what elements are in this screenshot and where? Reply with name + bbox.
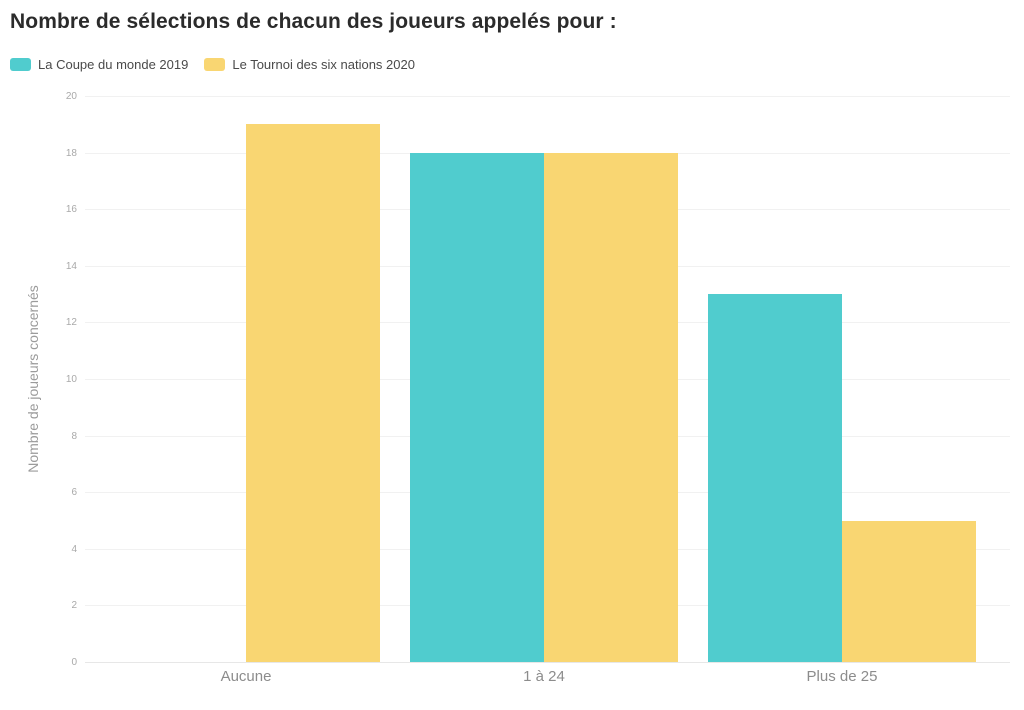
- chart-title: Nombre de sélections de chacun des joueu…: [10, 10, 617, 33]
- y-tick-label-0: 0: [71, 657, 77, 668]
- legend: La Coupe du monde 2019 Le Tournoi des si…: [10, 57, 415, 72]
- bar-series1-Plus de 25: [842, 520, 976, 662]
- legend-item-tournoi-six-nations-2020: Le Tournoi des six nations 2020: [204, 57, 415, 72]
- y-tick-label-14: 14: [65, 260, 77, 272]
- bar-series0-1 à 24: [410, 152, 544, 662]
- bar-series1-Aucune: [246, 124, 380, 662]
- y-tick-label-18: 18: [65, 147, 77, 159]
- y-tick-label-8: 8: [71, 430, 77, 442]
- y-tick-label-4: 4: [71, 543, 77, 555]
- x-axis-label-0: Aucune: [220, 668, 272, 685]
- bar-series0-Plus de 25: [708, 294, 842, 662]
- y-tick-label-12: 12: [65, 317, 77, 329]
- y-tick-label-16: 16: [65, 204, 77, 216]
- y-tick-label-6: 6: [71, 487, 77, 499]
- y-tick-label-2: 2: [71, 600, 77, 612]
- gridline-y-20: [85, 96, 1010, 97]
- y-tick-label-10: 10: [65, 374, 77, 385]
- legend-swatch-teal: [10, 58, 31, 71]
- gridline-y-0: [85, 662, 1010, 663]
- legend-swatch-yellow: [204, 58, 226, 71]
- x-axis-label-2: Plus de 25: [806, 668, 878, 685]
- x-axis-label-1: 1 à 24: [523, 668, 565, 685]
- y-axis-title: Nombre de joueurs concernés: [25, 285, 41, 473]
- legend-label: La Coupe du monde 2019: [38, 57, 189, 72]
- legend-item-coupe-du-monde-2019: La Coupe du monde 2019: [10, 57, 188, 72]
- legend-label: Le Tournoi des six nations 2020: [232, 57, 415, 72]
- bar-series1-1 à 24: [544, 152, 678, 662]
- y-tick-label-20: 20: [65, 91, 77, 102]
- plot-area: [85, 96, 1010, 663]
